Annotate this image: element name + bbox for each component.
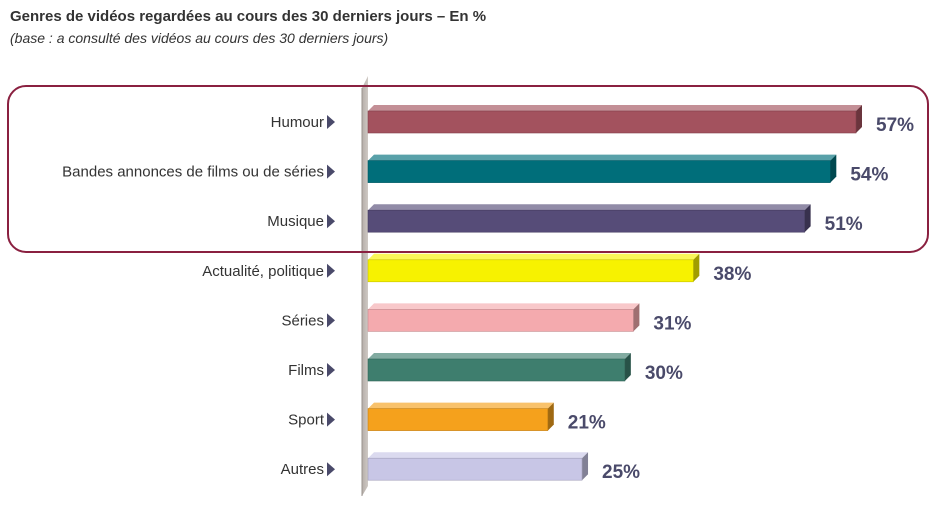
bar-side-face bbox=[693, 253, 700, 282]
category-label: Bandes annonces de films ou de séries bbox=[62, 164, 324, 181]
value-label: 31% bbox=[653, 313, 691, 334]
bar-top-face bbox=[368, 303, 640, 310]
value-label: 38% bbox=[713, 264, 751, 285]
category-marker bbox=[327, 313, 335, 328]
bar-1 bbox=[367, 105, 862, 134]
chart-subtitle: (base : a consulté des vidéos au cours d… bbox=[10, 30, 389, 46]
bar-top-face bbox=[368, 402, 554, 409]
bar-8 bbox=[367, 452, 589, 481]
category-label: Musique bbox=[267, 213, 324, 230]
category-marker bbox=[327, 115, 335, 129]
bar-side-face bbox=[804, 204, 811, 233]
value-label: 30% bbox=[645, 363, 683, 384]
bar-front-face bbox=[367, 408, 549, 431]
bar-top-face bbox=[368, 154, 837, 161]
category-marker bbox=[327, 462, 335, 477]
category-label: Sport bbox=[288, 412, 325, 429]
bar-top-face bbox=[368, 353, 631, 359]
highlight-frame bbox=[7, 85, 929, 253]
bar-front-face bbox=[367, 110, 857, 134]
category-marker bbox=[327, 363, 335, 377]
category-marker bbox=[327, 263, 335, 278]
category-marker bbox=[327, 412, 335, 427]
bar-2 bbox=[367, 154, 837, 183]
bar-side-face bbox=[633, 303, 640, 332]
bar-side-face bbox=[547, 402, 554, 431]
category-label: Films bbox=[288, 362, 324, 379]
bar-top-face bbox=[368, 204, 811, 211]
bar-side-face bbox=[856, 105, 862, 133]
category-label: Autres bbox=[281, 461, 324, 478]
bar-top-face bbox=[368, 253, 700, 260]
bar-front-face bbox=[367, 358, 626, 382]
bar-side-face bbox=[582, 452, 589, 481]
bar-top-face bbox=[368, 452, 589, 459]
bar-side-face bbox=[830, 154, 837, 183]
bar-7 bbox=[367, 402, 554, 431]
value-label: 51% bbox=[825, 214, 863, 235]
bar-5 bbox=[367, 303, 640, 332]
category-marker bbox=[327, 214, 335, 229]
value-label: 21% bbox=[568, 413, 606, 434]
bar-top-face bbox=[368, 105, 862, 111]
category-label: Humour bbox=[271, 114, 324, 131]
bar-front-face bbox=[367, 160, 831, 183]
category-label: Séries bbox=[281, 312, 324, 329]
bar-front-face bbox=[367, 309, 634, 332]
bar-4 bbox=[367, 253, 700, 283]
value-label: 57% bbox=[876, 115, 914, 136]
value-label: 54% bbox=[850, 165, 888, 186]
category-label: Actualité, politique bbox=[202, 263, 324, 280]
bar-side-face bbox=[624, 353, 631, 381]
value-label: 25% bbox=[602, 462, 640, 483]
bar-front-face bbox=[367, 259, 694, 283]
bar-6 bbox=[367, 353, 631, 382]
bar-front-face bbox=[367, 457, 583, 481]
bar-front-face bbox=[367, 209, 805, 233]
chart-title: Genres de vidéos regardées au cours des … bbox=[10, 8, 487, 25]
axis-wall bbox=[362, 76, 368, 496]
category-marker bbox=[327, 164, 335, 179]
bar-3 bbox=[367, 204, 811, 233]
